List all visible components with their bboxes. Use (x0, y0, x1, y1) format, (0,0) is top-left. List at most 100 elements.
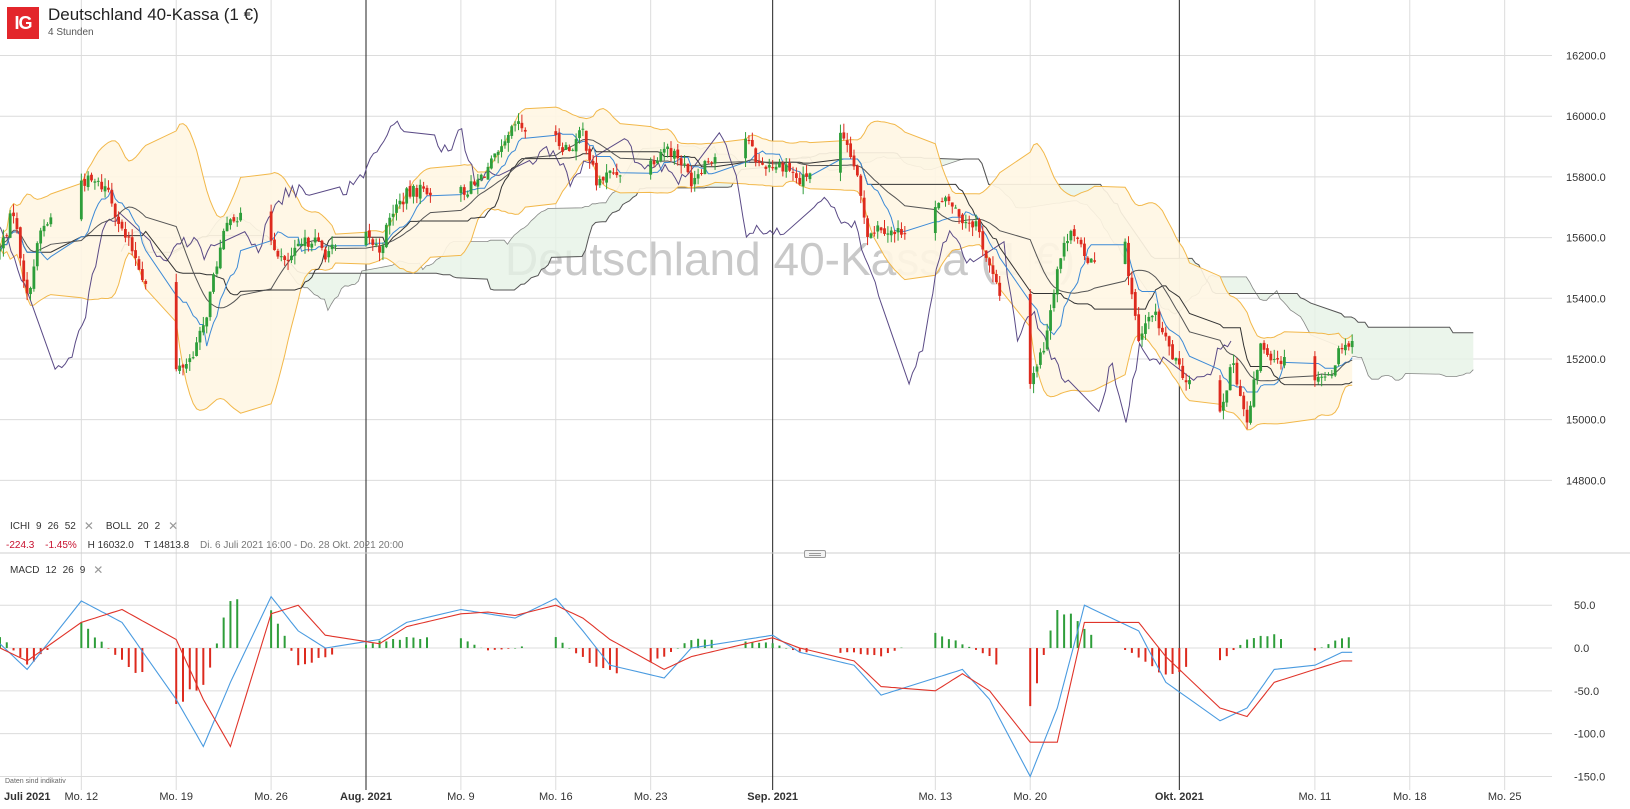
histogram-bar-positive (1252, 638, 1255, 649)
candle-down (710, 162, 714, 164)
candle-up (1249, 405, 1252, 423)
histogram-bar-negative (26, 648, 29, 665)
candle-down (900, 229, 903, 235)
candle-up (364, 231, 368, 245)
histogram-bar-negative (792, 648, 794, 651)
macd-param-1: 12 (45, 564, 57, 576)
candle-up (1123, 241, 1127, 264)
histogram-bar-positive (80, 622, 83, 649)
histogram-bar-positive (561, 642, 564, 649)
price-tick-label: 14800.0 (1566, 475, 1606, 487)
candle-up (215, 266, 219, 274)
candle-down (561, 147, 564, 152)
tenkan-sen (0, 131, 1353, 393)
candle-down (18, 227, 22, 259)
candle-up (1255, 370, 1259, 380)
histogram-bar-positive (1273, 634, 1276, 649)
candle-up (672, 150, 676, 159)
ichi-remove-icon[interactable]: ✕ (83, 519, 94, 533)
candle-up (313, 237, 317, 243)
histogram-bar-negative (202, 648, 205, 685)
candle-down (483, 176, 487, 178)
candle-down (961, 214, 964, 224)
histogram-bar-negative (507, 648, 510, 649)
candle-up (1089, 258, 1093, 263)
time-axis: Juli 2021 Mo. 12 Mo. 19 Mo. 26 Aug. 2021 Mo. … (4, 791, 1521, 803)
macd-legend: MACD 12 26 9 ✕ (10, 563, 115, 577)
boll-param-2: 2 (154, 520, 161, 532)
histogram-bar-positive (5, 642, 8, 649)
candle-up (808, 173, 812, 180)
candle-up (1032, 372, 1036, 385)
histogram-bar-negative (1219, 648, 1221, 661)
candle-up (239, 212, 243, 221)
candle-up (1066, 241, 1069, 244)
ichi-param-1: 9 (36, 520, 42, 532)
candle-down (686, 163, 690, 173)
histogram-bar-negative (873, 648, 876, 656)
candle-down (1279, 360, 1283, 365)
candle-up (1049, 310, 1052, 331)
boll-remove-icon[interactable]: ✕ (168, 519, 179, 533)
candle-up (896, 228, 900, 233)
candle-down (950, 202, 954, 207)
histogram-bar-positive (1076, 621, 1079, 649)
time-tick-label: Mo. 20 (1013, 791, 1047, 803)
candle-up (1140, 333, 1144, 340)
candle-down (110, 189, 114, 204)
candle-up (1147, 316, 1151, 322)
signal-line (0, 604, 1353, 748)
histogram-bar-positive (1327, 644, 1330, 649)
candle-down (584, 130, 588, 151)
time-tick-label: Juli 2021 (4, 791, 50, 803)
panel-resize-handle[interactable] (804, 550, 826, 558)
candle-up (479, 174, 483, 180)
candle-up (235, 221, 239, 223)
candle-up (778, 162, 781, 168)
candle-up (303, 237, 307, 247)
histogram-bar-negative (663, 648, 666, 657)
candle-down (378, 246, 381, 253)
candle-up (1330, 374, 1334, 376)
candle-down (1164, 332, 1168, 337)
histogram-bar-negative (839, 648, 842, 653)
candle-up (767, 165, 771, 168)
candle-up (476, 179, 480, 187)
time-tick-label: Mo. 25 (1488, 791, 1522, 803)
candle-up (300, 243, 304, 246)
disclaimer: Daten sind indikativ (5, 778, 66, 785)
candle-up (198, 330, 202, 343)
macd-tick-label: -150.0 (1574, 771, 1605, 783)
candle-down (591, 161, 595, 165)
histogram-bar-negative (1042, 648, 1045, 655)
candle-down (1086, 257, 1090, 263)
bollinger-upper (0, 106, 1353, 340)
histogram-bar-negative (290, 648, 293, 651)
histogram-bar-negative (1185, 648, 1188, 667)
histogram-bar-positive (100, 641, 103, 649)
candle-up (1282, 357, 1286, 366)
histogram-bar-negative (304, 648, 306, 665)
candle-up (933, 207, 937, 234)
histogram-bar-negative (209, 648, 212, 668)
candle-up (574, 139, 578, 152)
histogram-bar-negative (1164, 648, 1167, 675)
candle-down (1130, 277, 1134, 295)
candle-up (1174, 357, 1178, 361)
candle-down (276, 250, 280, 257)
macd-remove-icon[interactable]: ✕ (93, 563, 104, 577)
candle-up (517, 121, 520, 124)
candle-down (852, 155, 856, 167)
histogram-bar-positive (758, 642, 761, 649)
histogram-bar-negative (859, 648, 862, 655)
candle-up (869, 233, 873, 238)
candle-up (889, 230, 893, 236)
candle-up (489, 158, 493, 169)
candle-up (744, 138, 747, 159)
candle-up (659, 151, 663, 161)
candle-up (1252, 379, 1256, 407)
candle-up (1316, 376, 1320, 382)
candle-up (1323, 376, 1327, 378)
histogram-bar-positive (1280, 639, 1282, 649)
